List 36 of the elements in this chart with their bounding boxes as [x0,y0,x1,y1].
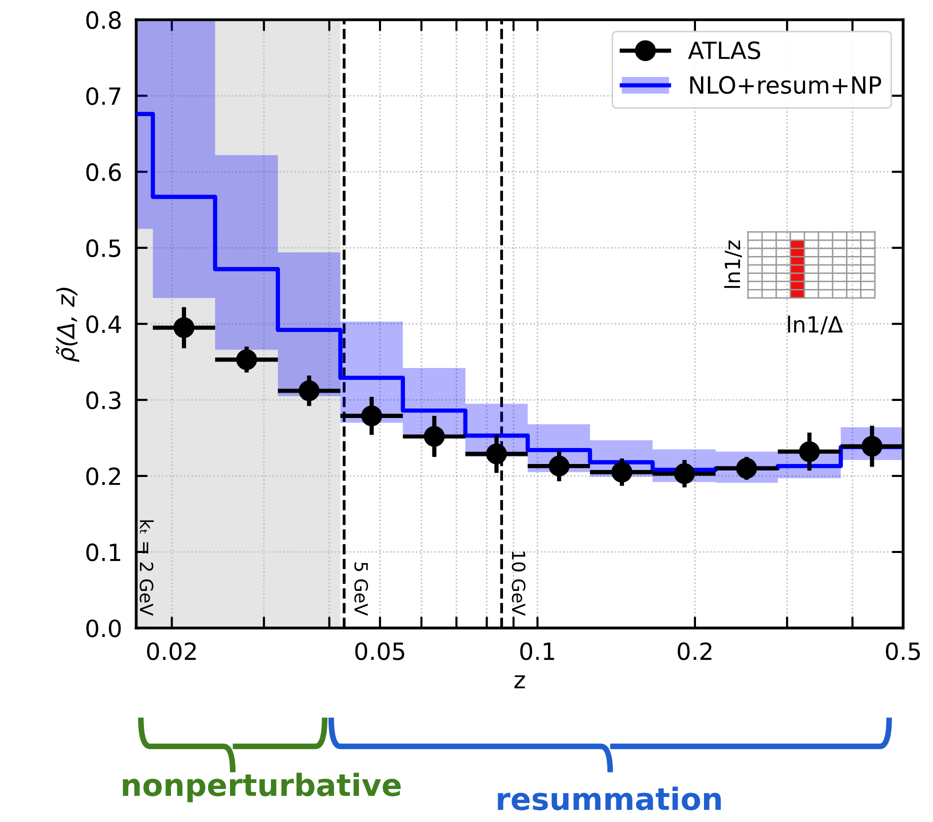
point [862,436,882,457]
annotation: ln1/z [724,240,742,288]
legend-label: NLO+resum+NP [690,76,882,94]
ref-line-label: 10 GeV [512,552,526,616]
point [424,426,445,447]
legend-label: ATLAS [688,41,760,60]
point [736,458,757,479]
x-tick-label: 0.02 [147,642,196,660]
x-tick-label: 0.2 [678,642,712,660]
y-tick-label: 0.4 [86,315,122,334]
point [674,463,695,484]
ref-line-label: 5 GeV [354,562,368,616]
x-axis-title: z [514,675,525,688]
y-tick-label: 0.7 [86,87,120,106]
y-tick-label: 0.3 [86,391,120,410]
y-tick-label: 0.6 [86,163,121,182]
point [361,405,382,426]
point [548,456,570,476]
text: nonperturbative [122,772,401,802]
y-tick-label: 0.8 [86,11,121,30]
y-tick-label: 0.1 [86,543,120,562]
x-tick-label: 0.5 [886,642,920,660]
point [611,462,632,483]
x-tick-label: 0.05 [355,642,404,660]
annotation: ln1/Δ [788,316,843,335]
point [799,441,820,462]
y-tick-label: 0.2 [86,467,120,486]
y-tick-label: 0.5 [86,239,120,258]
y-axis-title: ρ̃(Δ, z) [56,288,80,362]
x-tick-label: 0.1 [520,642,554,660]
point [174,317,194,338]
point [236,349,258,370]
y-tick-label: 0.0 [86,619,121,638]
point [486,443,507,464]
point [298,380,320,402]
text: resummation [498,786,721,810]
